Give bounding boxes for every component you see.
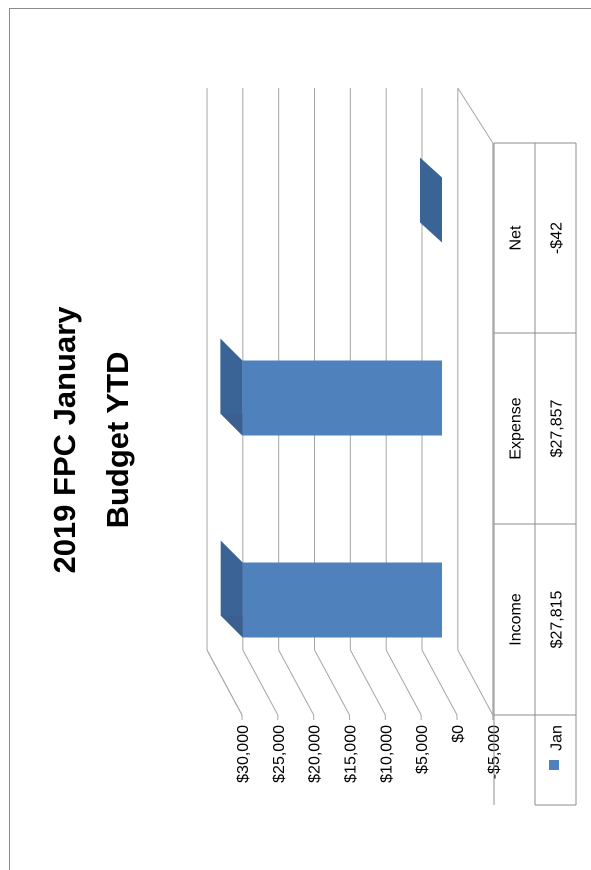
gridline-depth [278, 649, 315, 716]
bars [220, 157, 442, 638]
table-value-cell: $27,857 [549, 399, 566, 457]
wall-edge [206, 649, 243, 716]
bar-income [220, 540, 442, 638]
tick-label: $20,000 [307, 725, 324, 783]
tick-label: $15,000 [343, 725, 360, 783]
bar-expense [220, 338, 442, 436]
chart-title-line-1: 2019 FPC January [47, 306, 82, 574]
gridline-depth [314, 649, 350, 716]
gridline-depth [385, 649, 422, 716]
tick-label: $0 [450, 725, 467, 743]
tick-label: $5,000 [414, 725, 431, 774]
chart-frame [9, 8, 591, 870]
bar-net [420, 157, 442, 243]
floor-edge [457, 87, 494, 144]
table-header-cell: Net [508, 225, 525, 250]
bar-front [242, 360, 442, 436]
table-value-cell: -$42 [549, 222, 566, 254]
table-header-cell: Expense [508, 397, 525, 459]
bar-side [220, 338, 243, 436]
data-table: Income Expense Net $27,815 $27,857 -$42 Jan [493, 142, 577, 806]
bar-front [242, 562, 442, 638]
bar-side [220, 540, 243, 638]
tick-label: $10,000 [378, 725, 395, 783]
gridline-depth [349, 649, 386, 716]
gridline-depth [457, 649, 494, 716]
table-header-cell: Income [508, 593, 525, 646]
chart-title-line-2: Budget YTD [100, 352, 135, 529]
table-value-cell: $27,815 [549, 590, 566, 648]
legend-label: Jan [549, 725, 566, 751]
gridline-depth [242, 649, 279, 716]
legend-swatch [549, 760, 559, 770]
tick-label: $25,000 [271, 725, 288, 783]
value-axis: $30,000 $25,000 $20,000 $15,000 $10,000 $5,00… [235, 715, 503, 783]
tick-label: $30,000 [235, 725, 252, 783]
chart-title: 2019 FPC January Budget YTD [47, 306, 135, 574]
gridline-depth [421, 649, 458, 716]
bar-slab [420, 157, 442, 243]
